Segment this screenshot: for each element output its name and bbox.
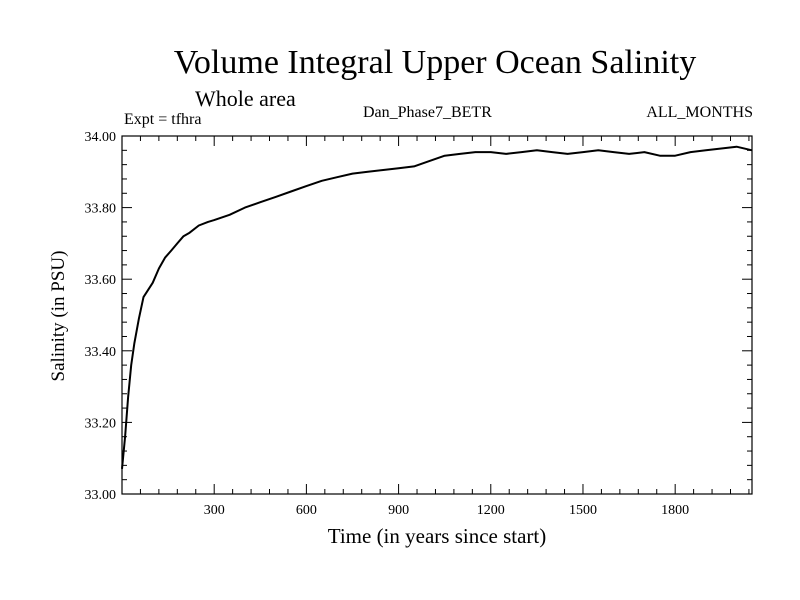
y-tick-label: 34.00 [85, 130, 117, 145]
experiment-label: Expt = tfhra [124, 111, 202, 128]
x-tick-label: 600 [296, 503, 317, 518]
x-tick-label: 1200 [477, 503, 505, 518]
y-tick-label: 33.60 [85, 273, 117, 288]
y-tick-label: 33.40 [85, 345, 117, 360]
x-tick-label: 1500 [569, 503, 597, 518]
x-axis-label: Time (in years since start) [327, 524, 547, 548]
run-label: Dan_Phase7_BETR [363, 104, 492, 121]
x-tick-label: 300 [204, 503, 225, 518]
chart-subtitle: Whole area [195, 86, 296, 111]
x-tick-label: 1800 [661, 503, 689, 518]
y-tick-label: 33.00 [85, 488, 117, 503]
y-tick-label: 33.20 [85, 416, 117, 431]
plot-frame [121, 135, 753, 495]
salinity-series-line [121, 145, 753, 469]
x-tick-label: 900 [388, 503, 409, 518]
months-label: ALL_MONTHS [646, 104, 753, 121]
y-tick-label: 33.80 [85, 202, 117, 217]
chart-title: Volume Integral Upper Ocean Salinity [173, 44, 697, 81]
